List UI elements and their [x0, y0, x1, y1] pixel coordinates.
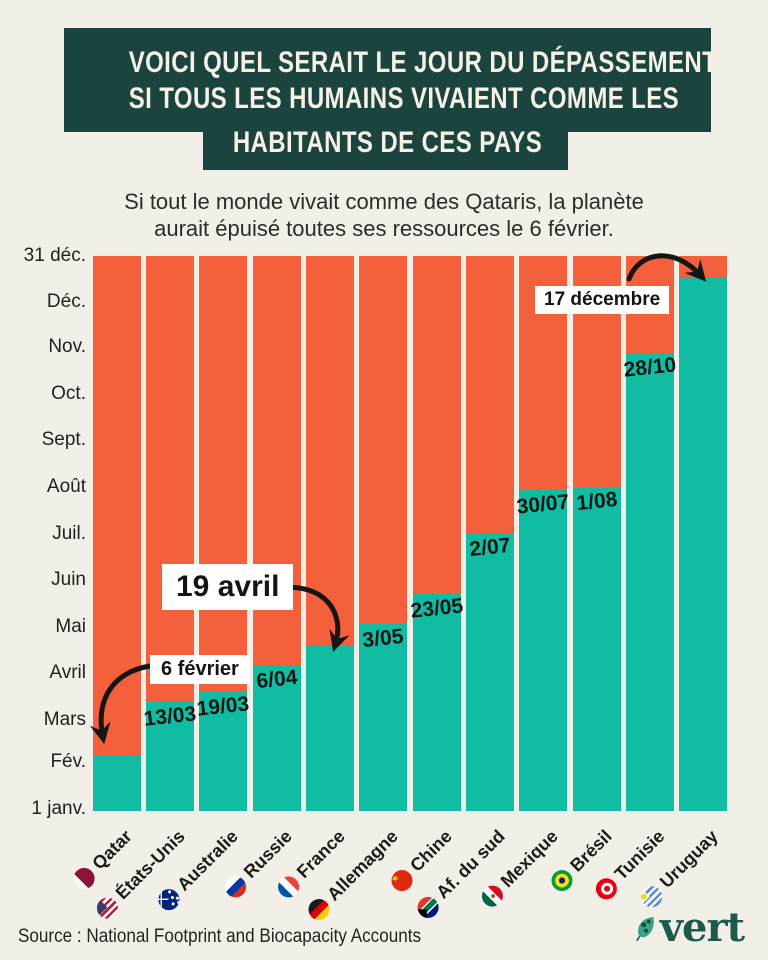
title-background-step — [203, 132, 568, 170]
bar-bresil: 1/08 — [572, 256, 621, 811]
title-background-main — [64, 28, 711, 132]
y-tick-label: Avril — [49, 661, 86, 683]
bar-segment-after-overshoot — [466, 256, 514, 533]
source-text: Source : National Footprint and Biocapac… — [18, 926, 422, 947]
country-name: Chine — [405, 826, 456, 876]
bar-segment-after-overshoot — [199, 256, 248, 692]
bar-segment-after-overshoot — [359, 256, 408, 624]
vert-logo: vert — [635, 904, 745, 951]
y-tick-label: 1 janv. — [31, 798, 86, 820]
y-tick-label: Juin — [51, 568, 86, 590]
bar-uruguay — [679, 256, 728, 811]
bar-af-du-sud: 2/07 — [466, 256, 514, 811]
south-africa-flag-icon — [413, 892, 443, 923]
bar-etats-unis: 13/03 — [143, 256, 197, 811]
bar-segment-before-overshoot — [252, 665, 301, 811]
country-name: Brésil — [565, 826, 616, 876]
bar-segment-before-overshoot — [626, 353, 674, 811]
bar-segment-after-overshoot — [679, 256, 728, 277]
china-flag-icon — [386, 865, 417, 896]
bar-segment-before-overshoot — [359, 624, 408, 811]
bar-segment-before-overshoot — [679, 277, 728, 811]
y-tick-label: Fév. — [50, 751, 86, 773]
y-tick-label: Mai — [55, 616, 86, 637]
bar-chine: 23/05 — [409, 256, 464, 811]
y-tick-label: Sept. — [41, 428, 86, 450]
france-flag-icon — [273, 872, 304, 902]
callout-qatar: 6 février — [150, 655, 250, 684]
bar-russie: 6/04 — [252, 256, 301, 811]
mexico-flag-icon — [477, 881, 508, 911]
bar-segment-before-overshoot — [92, 755, 141, 811]
australia-flag-icon — [154, 884, 185, 915]
bar-segment-before-overshoot — [306, 645, 354, 811]
country-name: Qatar — [87, 826, 136, 874]
bar-mexique: 30/07 — [516, 256, 571, 811]
callout-france: 19 avril — [162, 564, 294, 610]
y-tick-label: Août — [46, 476, 86, 498]
vert-logo-text: vert — [659, 904, 745, 951]
callout-uruguay: 17 décembre — [535, 286, 670, 314]
y-tick-label: Mars — [43, 708, 86, 730]
title-line-3: HABITANTS DE CES PAYS — [232, 126, 543, 159]
leaf-icon — [635, 917, 654, 941]
bar-france — [306, 256, 354, 811]
bar-segment-before-overshoot — [199, 692, 248, 811]
bar-segment-before-overshoot — [572, 487, 621, 811]
y-tick-label: 31 déc. — [23, 245, 86, 266]
y-tick-label: Oct. — [51, 383, 86, 405]
bar-segment-after-overshoot — [92, 256, 141, 755]
brazil-flag-icon — [546, 865, 577, 896]
y-tick-label: Juil. — [52, 523, 86, 545]
title-line-1: VOICI QUEL SERAIT LE JOUR DU DÉPASSEMENT — [128, 46, 718, 79]
tunisia-flag-icon — [591, 873, 622, 904]
country-name: Uruguay — [656, 826, 723, 892]
qatar-flag-icon — [68, 863, 99, 894]
bar-australie: 19/03 — [196, 256, 251, 811]
bar-segment-after-overshoot — [412, 256, 461, 594]
russia-flag-icon — [220, 872, 251, 902]
bar-segment-before-overshoot — [519, 490, 568, 811]
bar-segment-before-overshoot — [466, 533, 514, 811]
bar-segment-after-overshoot — [146, 256, 194, 702]
y-tick-label: Déc. — [46, 290, 86, 312]
subtitle: Si tout le monde vivait comme des Qatari… — [0, 188, 768, 242]
title-line-2: SI TOUS LES HUMAINS VIVAIENT COMME LES — [128, 82, 680, 115]
germany-flag-icon — [304, 894, 335, 925]
bar-segment-before-overshoot — [146, 702, 194, 811]
usa-flag-icon — [92, 893, 123, 923]
bar-allemagne: 3/05 — [359, 256, 408, 811]
y-tick-label: Nov. — [48, 336, 86, 358]
subtitle-line-2: aurait épuisé toutes ses ressources le 6… — [154, 216, 614, 241]
bar-qatar — [92, 256, 141, 811]
bar-segment-after-overshoot — [306, 256, 354, 645]
subtitle-line-1: Si tout le monde vivait comme des Qatari… — [124, 189, 644, 214]
bar-tunisie: 28/10 — [623, 256, 677, 811]
bar-segment-before-overshoot — [412, 594, 461, 811]
